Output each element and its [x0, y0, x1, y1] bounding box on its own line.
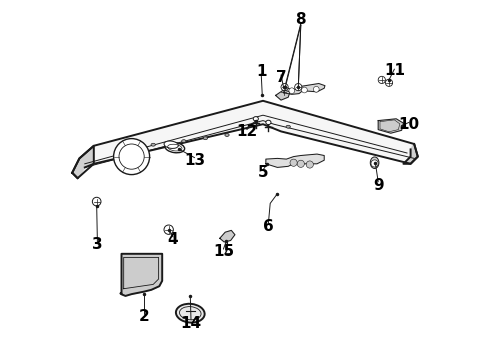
- Circle shape: [306, 161, 314, 168]
- Circle shape: [386, 79, 392, 86]
- Ellipse shape: [266, 120, 271, 125]
- Circle shape: [114, 139, 149, 175]
- Ellipse shape: [286, 125, 291, 128]
- Text: 1: 1: [256, 64, 267, 80]
- Circle shape: [92, 197, 101, 206]
- Circle shape: [290, 159, 297, 166]
- Text: 15: 15: [213, 244, 234, 260]
- Polygon shape: [284, 84, 325, 94]
- Text: 10: 10: [398, 117, 419, 132]
- Circle shape: [371, 160, 378, 167]
- Ellipse shape: [225, 134, 229, 136]
- Polygon shape: [220, 230, 235, 242]
- Circle shape: [294, 84, 302, 91]
- Text: 7: 7: [276, 70, 286, 85]
- Text: 2: 2: [139, 309, 149, 324]
- Ellipse shape: [182, 140, 186, 143]
- Text: 13: 13: [184, 153, 205, 168]
- Polygon shape: [72, 101, 418, 178]
- Ellipse shape: [165, 143, 185, 153]
- Polygon shape: [266, 154, 324, 167]
- Polygon shape: [72, 146, 94, 178]
- Text: 8: 8: [295, 12, 306, 27]
- Ellipse shape: [176, 304, 205, 323]
- Polygon shape: [121, 254, 162, 296]
- Ellipse shape: [370, 157, 379, 168]
- Text: 6: 6: [263, 219, 274, 234]
- Text: 14: 14: [180, 316, 201, 332]
- Text: 3: 3: [92, 237, 103, 252]
- Polygon shape: [403, 144, 418, 164]
- Circle shape: [289, 88, 294, 94]
- Text: 5: 5: [258, 165, 269, 180]
- Text: 12: 12: [236, 124, 257, 139]
- Text: 9: 9: [373, 178, 384, 193]
- Circle shape: [314, 86, 319, 92]
- Ellipse shape: [203, 137, 208, 140]
- Polygon shape: [275, 90, 290, 100]
- Text: 11: 11: [384, 63, 405, 78]
- Ellipse shape: [151, 143, 155, 146]
- Circle shape: [297, 160, 304, 167]
- Circle shape: [378, 76, 386, 84]
- Circle shape: [164, 225, 173, 234]
- Text: 4: 4: [168, 232, 178, 247]
- Circle shape: [281, 84, 288, 91]
- Ellipse shape: [164, 141, 178, 148]
- Polygon shape: [378, 119, 403, 133]
- Ellipse shape: [253, 117, 258, 121]
- Circle shape: [301, 87, 307, 93]
